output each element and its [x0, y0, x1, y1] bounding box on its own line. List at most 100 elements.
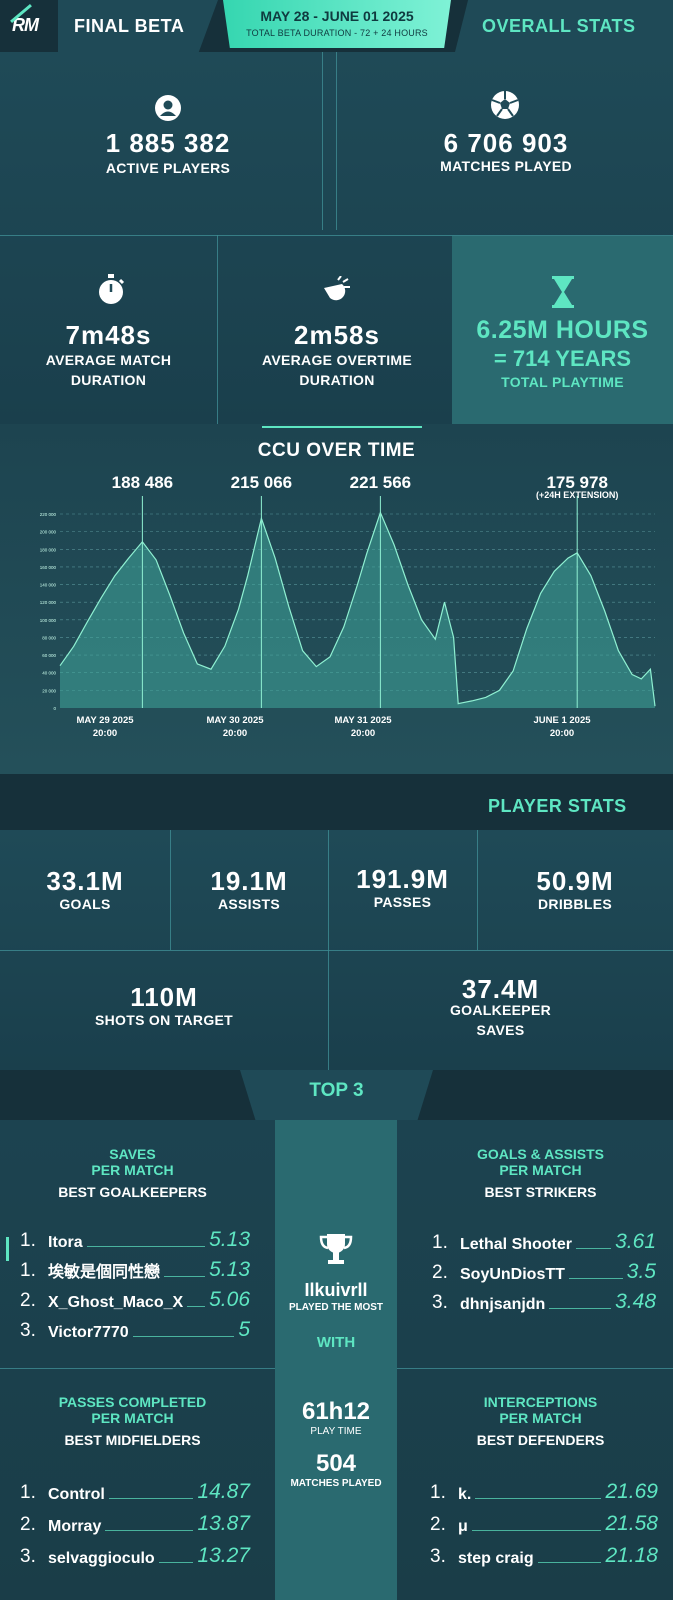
- player-name: Lethal Shooter: [460, 1236, 573, 1253]
- row-underline: [576, 1248, 612, 1249]
- rank-number: 1.: [20, 1230, 36, 1251]
- passes-label: PASSES: [373, 894, 432, 910]
- rank-number: 1.: [432, 1232, 448, 1253]
- mf-title-2: PER MATCH: [91, 1410, 174, 1426]
- shots-value: 110M: [130, 982, 198, 1012]
- ccu-title-underline: [262, 426, 422, 428]
- goals-label: GOALS: [59, 896, 111, 912]
- shots-label: SHOTS ON TARGET: [94, 1012, 234, 1028]
- stat-value: 21.58: [605, 1512, 658, 1535]
- rank-number: 2.: [20, 1290, 36, 1311]
- active-players-value: 1 885 382: [105, 128, 231, 158]
- beta-dates: MAY 28 - JUNE 01 2025: [260, 8, 414, 24]
- leaderboard-row: 3. step craig 21.18: [430, 1542, 658, 1568]
- avg-match-label-1: AVERAGE MATCH: [45, 352, 172, 368]
- ccu-title: CCU OVER TIME: [257, 440, 416, 461]
- avg-overtime-label-1: AVERAGE OVERTIME: [261, 352, 412, 368]
- player-name: Morray: [48, 1518, 102, 1535]
- dribbles-label: DRIBBLES: [538, 896, 612, 912]
- player-name: step craig: [458, 1550, 534, 1567]
- goals-value: 33.1M: [46, 866, 124, 896]
- passes-value: 191.9M: [356, 864, 449, 894]
- leaderboard-row: 3. Victor7770 5: [20, 1316, 250, 1342]
- y-tick-label: 220 000: [40, 512, 57, 517]
- header: RM FINAL BETA MAY 28 - JUNE 01 2025 TOTA…: [0, 0, 673, 52]
- leaderboard-row: 3. dhnjsanjdn 3.48: [432, 1288, 656, 1314]
- player-name: Control: [48, 1486, 105, 1503]
- player-name: μ: [458, 1518, 468, 1535]
- top3-tab: [240, 1070, 433, 1120]
- leaderboard-row: 1. 埃敏是個同性戀 5.13: [20, 1256, 250, 1282]
- leaderboard-row: 1. k. 21.69: [430, 1478, 658, 1504]
- leaderboard-row: 1. Itora 5.13: [20, 1226, 250, 1252]
- st-title-1: GOALS & ASSISTS: [476, 1146, 605, 1162]
- df-title-1: INTERCEPTIONS: [483, 1394, 598, 1410]
- y-tick-label: 180 000: [40, 547, 57, 552]
- matches-played-value: 6 706 903: [443, 128, 569, 158]
- active-players-label: ACTIVE PLAYERS: [105, 160, 231, 176]
- x-date-label: MAY 30 2025: [206, 715, 264, 726]
- df-title-2: PER MATCH: [499, 1410, 582, 1426]
- rank-number: 3.: [432, 1292, 448, 1313]
- stat-value: 3.48: [615, 1290, 656, 1313]
- y-tick-label: 80 000: [42, 635, 56, 640]
- divider: [0, 235, 673, 236]
- row-underline: [164, 1276, 206, 1277]
- player-name: dhnjsanjdn: [460, 1296, 546, 1313]
- x-time-label: 20:00: [351, 728, 375, 739]
- mf-title-1: PASSES COMPLETED: [58, 1394, 207, 1410]
- leaderboard-row: 2. SoyUnDiosTT 3.5: [432, 1258, 656, 1284]
- stat-value: 13.27: [197, 1544, 250, 1567]
- soccer-ball-icon: [491, 91, 519, 119]
- stat-value: 3.5: [626, 1260, 656, 1283]
- rank-number: 1.: [20, 1482, 36, 1503]
- leaderboard-row: 2. μ 21.58: [430, 1510, 658, 1536]
- row-underline: [105, 1530, 194, 1531]
- stat-value: 5.13: [209, 1228, 250, 1251]
- x-time-label: 20:00: [223, 728, 247, 739]
- stopwatch-icon: [99, 274, 125, 304]
- player-name: k.: [458, 1486, 472, 1503]
- playtime-label: TOTAL PLAYTIME: [501, 374, 624, 390]
- user-icon: [155, 95, 181, 121]
- whistle-icon: [324, 276, 350, 301]
- rank-number: 3.: [20, 1320, 36, 1341]
- x-time-label: 20:00: [550, 728, 574, 739]
- player-name: Itora: [48, 1234, 83, 1251]
- y-tick-label: 0: [53, 706, 56, 711]
- stat-value: 21.69: [605, 1480, 658, 1503]
- assists-value: 19.1M: [210, 866, 288, 896]
- divider: [0, 950, 673, 951]
- x-date-label: JUNE 1 2025: [533, 715, 591, 726]
- stat-value: 13.87: [197, 1512, 250, 1535]
- leaderboard-row: 1. Control 14.87: [20, 1478, 250, 1504]
- y-tick-label: 60 000: [42, 653, 56, 658]
- most-played-name: Ilkuivrll: [304, 1280, 368, 1300]
- stat-value: 5.06: [209, 1288, 250, 1311]
- row-underline: [132, 1336, 235, 1337]
- saves-label-2: SAVES: [476, 1022, 525, 1038]
- y-tick-label: 20 000: [42, 688, 56, 693]
- peak-value-label: 175 978: [546, 473, 607, 492]
- rank-number: 3.: [20, 1546, 36, 1567]
- row-underline: [537, 1562, 602, 1563]
- peak-note-label: (+24H EXTENSION): [536, 490, 618, 500]
- mf-subtitle: BEST MIDFIELDERS: [64, 1432, 201, 1448]
- avg-match-value: 7m48s: [65, 320, 152, 350]
- st-title-2: PER MATCH: [499, 1162, 582, 1178]
- trophy-icon: [319, 1234, 353, 1264]
- y-tick-label: 140 000: [40, 583, 57, 588]
- stat-value: 14.87: [197, 1480, 250, 1503]
- gk-title-1: SAVES: [109, 1146, 156, 1162]
- most-played-playtime-label: PLAY TIME: [310, 1426, 362, 1437]
- date-banner: [223, 0, 451, 48]
- row-underline: [108, 1498, 194, 1499]
- row-underline: [187, 1306, 206, 1307]
- hourglass-icon: [552, 276, 574, 308]
- player-name: SoyUnDiosTT: [460, 1266, 565, 1283]
- leaderboard-row: 2. Morray 13.87: [20, 1510, 250, 1536]
- row-underline: [86, 1246, 206, 1247]
- df-subtitle: BEST DEFENDERS: [476, 1432, 605, 1448]
- row-underline: [549, 1308, 612, 1309]
- page-title: FINAL BETA: [74, 16, 185, 36]
